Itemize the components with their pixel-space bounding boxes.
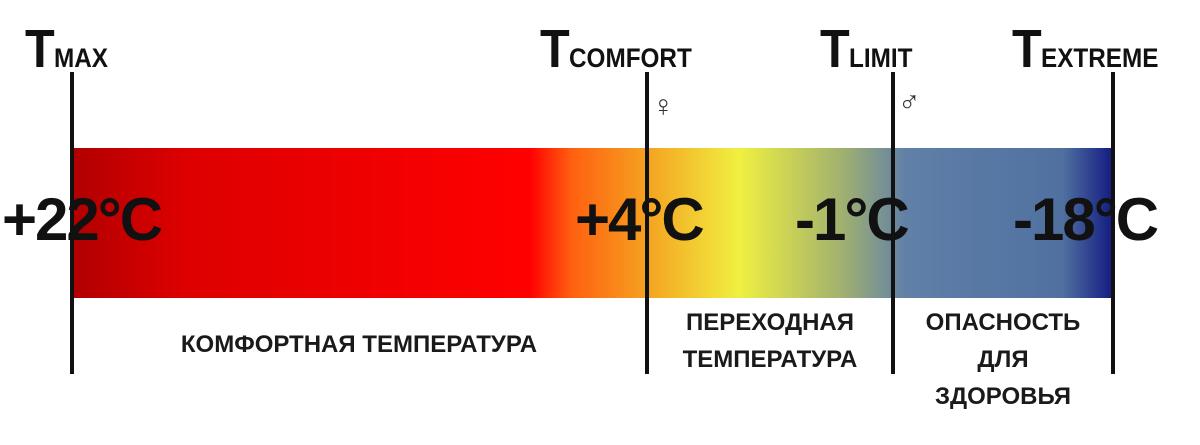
textreme-line (1111, 72, 1115, 374)
tmax-value: +22°C (2, 186, 163, 253)
male-symbol-icon: ♂ (898, 86, 921, 119)
tlimit-line (891, 72, 895, 374)
tcomfort-line (645, 72, 649, 374)
tmax-line (70, 72, 74, 374)
zone-transitional-label: ПЕРЕХОДНАЯ ТЕМПЕРАТУРА (682, 309, 858, 373)
tmax-label: TMAX (25, 19, 108, 79)
tlimit-value: -1°C (795, 186, 910, 253)
zone-comfort-label: КОМФОРТНАЯ ТЕМПЕРАТУРА (180, 331, 538, 358)
tcomfort-label: TCOMFORT (540, 19, 692, 79)
tlimit-label: TLIMIT (820, 19, 913, 79)
female-symbol-icon: ♀ (652, 90, 675, 123)
tcomfort-value: +4°C (575, 186, 705, 253)
temperature-gradient-bar (70, 148, 1115, 298)
textreme-label: TEXTREME (1012, 19, 1159, 79)
textreme-value: -18°C (1013, 186, 1159, 253)
zone-health-danger-label: ОПАСНОСТЬ ДЛЯ ЗДОРОВЬЯ (925, 309, 1081, 410)
